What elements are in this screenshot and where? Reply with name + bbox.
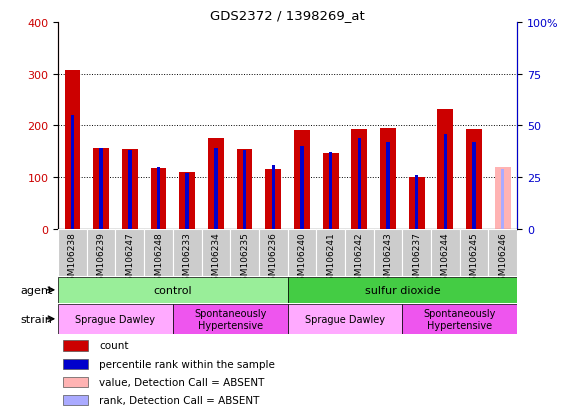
Bar — [357, 138, 361, 229]
Bar — [180, 173, 195, 229]
Text: GSM106247: GSM106247 — [125, 232, 134, 286]
Bar — [345, 229, 374, 277]
Bar — [58, 304, 173, 334]
Text: count: count — [99, 341, 129, 351]
Bar — [150, 169, 166, 229]
Bar — [144, 229, 173, 277]
Text: control: control — [153, 285, 192, 295]
Bar — [58, 229, 87, 277]
Bar — [58, 277, 288, 303]
Title: GDS2372 / 1398269_at: GDS2372 / 1398269_at — [210, 9, 365, 21]
Bar — [185, 173, 189, 229]
Bar — [489, 229, 517, 277]
Bar — [380, 129, 396, 229]
Bar — [288, 229, 316, 277]
Bar — [157, 167, 160, 229]
Bar — [243, 151, 246, 229]
Text: strain: strain — [21, 314, 53, 324]
Bar — [63, 341, 88, 351]
Bar — [288, 277, 517, 303]
Text: rank, Detection Call = ABSENT: rank, Detection Call = ABSENT — [99, 395, 260, 405]
Bar — [208, 139, 224, 229]
Text: GSM106235: GSM106235 — [240, 232, 249, 286]
Bar — [230, 229, 259, 277]
Bar — [409, 177, 425, 229]
Text: Sprague Dawley: Sprague Dawley — [305, 314, 385, 324]
Bar — [322, 153, 339, 229]
Bar — [122, 149, 138, 229]
Text: GSM106248: GSM106248 — [154, 232, 163, 286]
Text: GSM106242: GSM106242 — [355, 232, 364, 286]
Bar — [329, 153, 332, 229]
Bar — [374, 229, 403, 277]
Bar — [116, 229, 144, 277]
Bar — [403, 304, 517, 334]
Bar — [63, 358, 88, 369]
Bar — [266, 170, 281, 229]
Bar — [128, 151, 131, 229]
Bar — [386, 142, 390, 229]
Bar — [93, 148, 109, 229]
Bar — [236, 149, 253, 229]
Bar — [99, 149, 103, 229]
Bar — [437, 109, 453, 229]
Text: GSM106245: GSM106245 — [469, 232, 479, 286]
Bar — [214, 149, 218, 229]
Text: Spontaneously
Hypertensive: Spontaneously Hypertensive — [424, 308, 496, 330]
Bar — [63, 395, 88, 405]
Text: GSM106236: GSM106236 — [269, 232, 278, 286]
Bar — [288, 304, 403, 334]
Bar — [431, 229, 460, 277]
Text: GSM106241: GSM106241 — [326, 232, 335, 286]
Text: percentile rank within the sample: percentile rank within the sample — [99, 359, 275, 369]
Bar — [202, 229, 230, 277]
Text: GSM106234: GSM106234 — [211, 232, 220, 286]
Bar — [466, 130, 482, 229]
Text: GSM106233: GSM106233 — [182, 232, 192, 286]
Bar — [501, 169, 504, 229]
Bar — [472, 142, 476, 229]
Text: GSM106240: GSM106240 — [297, 232, 306, 286]
Text: Spontaneously
Hypertensive: Spontaneously Hypertensive — [194, 308, 267, 330]
Text: GSM106238: GSM106238 — [68, 232, 77, 286]
Text: GSM106237: GSM106237 — [412, 232, 421, 286]
Bar — [63, 377, 88, 387]
Bar — [403, 229, 431, 277]
Bar — [352, 130, 367, 229]
Bar — [300, 147, 304, 229]
Text: Sprague Dawley: Sprague Dawley — [76, 314, 156, 324]
Text: value, Detection Call = ABSENT: value, Detection Call = ABSENT — [99, 377, 265, 387]
Bar — [460, 229, 489, 277]
Bar — [173, 229, 202, 277]
Bar — [316, 229, 345, 277]
Bar — [71, 116, 74, 229]
Bar — [173, 304, 288, 334]
Text: GSM106246: GSM106246 — [498, 232, 507, 286]
Text: GSM106239: GSM106239 — [96, 232, 106, 286]
Text: agent: agent — [21, 285, 53, 295]
Text: sulfur dioxide: sulfur dioxide — [364, 285, 440, 295]
Text: GSM106244: GSM106244 — [441, 232, 450, 286]
Bar — [259, 229, 288, 277]
Bar — [495, 167, 511, 229]
Bar — [271, 165, 275, 229]
Text: GSM106243: GSM106243 — [383, 232, 393, 286]
Bar — [87, 229, 116, 277]
Bar — [415, 176, 418, 229]
Bar — [294, 131, 310, 229]
Bar — [444, 134, 447, 229]
Bar — [64, 71, 80, 229]
